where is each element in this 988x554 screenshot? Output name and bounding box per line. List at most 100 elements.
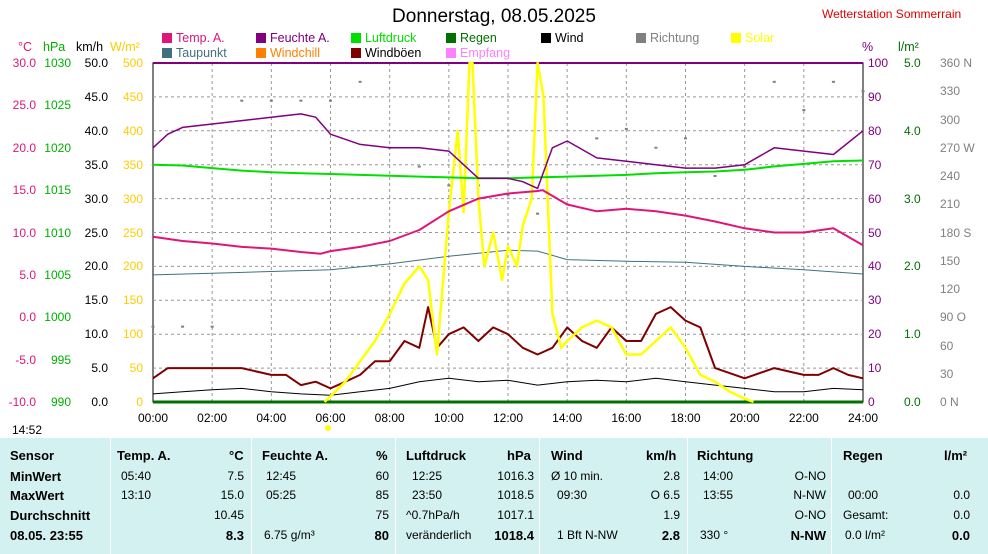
hum-current: 80: [374, 528, 389, 543]
hum-avg: 75: [375, 508, 389, 522]
wind-max: O 6.5: [650, 488, 680, 502]
row-min-label: MinWert: [10, 469, 62, 484]
legend-label: Windchill: [270, 46, 321, 60]
rain-max-time: 00:00: [848, 488, 879, 502]
series-line-solar: [323, 61, 754, 404]
legend-label: Wind: [555, 31, 584, 45]
x-tick-label: 02:00: [197, 411, 227, 425]
legend-item-luftdruck: Luftdruck: [351, 31, 416, 45]
y-tick-press: 1000: [44, 310, 71, 325]
rain-total-label: Gesamt:: [843, 508, 889, 522]
temp-unit: °C: [229, 448, 244, 463]
series-point-richtung: [417, 165, 421, 168]
press-min: 1016.3: [497, 469, 534, 483]
y-tick-hum: 10: [868, 361, 882, 376]
legend-item-temp-a-: Temp. A.: [162, 31, 225, 45]
x-tick-label: 00:00: [138, 411, 168, 425]
y-tick-temp: 5.0: [19, 267, 36, 282]
x-tick-label: 04:00: [256, 411, 286, 425]
wind-header: Wind: [551, 448, 583, 463]
col-sensor: [0, 438, 110, 554]
series-point-richtung: [684, 137, 687, 140]
series-point-richtung: [595, 137, 599, 140]
y-tick-temp: 20.0: [12, 140, 36, 155]
x-tick-label: 22:00: [789, 411, 819, 425]
y-tick-temp: 0.0: [19, 310, 36, 325]
col-temp: [111, 438, 251, 554]
y-tick-dir: 180 S: [940, 225, 972, 240]
press-max-time: 23:50: [412, 488, 443, 502]
y-tick-solar: 450: [122, 89, 143, 104]
dir-min-time: 14:00: [703, 469, 734, 483]
x-tick-label: 10:00: [434, 411, 464, 425]
series-point-richtung: [447, 184, 451, 187]
wind-current: 2.8: [661, 528, 680, 543]
y-tick-wind: 5.0: [91, 361, 108, 376]
y-tick-temp: 25.0: [12, 98, 36, 113]
y-tick-wind: 30.0: [84, 191, 108, 206]
y-tick-wind: 20.0: [84, 259, 108, 274]
y-tick-press: 1030: [44, 56, 71, 70]
y-tick-wind: 0.0: [91, 395, 108, 409]
press-max: 1018.5: [497, 488, 534, 502]
hum-min: 60: [375, 469, 389, 483]
y-tick-solar: 200: [122, 259, 143, 274]
series-point-richtung: [506, 193, 510, 196]
dir-max: N-NW: [793, 488, 826, 502]
unit-temp: °C: [18, 40, 33, 54]
legend-swatch: [636, 33, 646, 43]
x-tick-label: 12:00: [493, 411, 523, 425]
series-point-richtung: [861, 90, 865, 93]
series-point-richtung: [713, 175, 717, 177]
chart-title: Donnerstag, 08.05.2025: [392, 6, 596, 27]
legend-swatch: [541, 33, 551, 43]
y-tick-hum: 0: [868, 395, 875, 409]
y-tick-solar: 100: [122, 327, 143, 342]
series-line-wind: [152, 377, 864, 396]
y-tick-press: 1020: [44, 140, 71, 155]
y-tick-dir: 120: [940, 282, 961, 296]
y-tick-hum: 90: [868, 89, 882, 104]
legend-item-windchill: Windchill: [256, 46, 320, 60]
temp-min-time: 05:40: [121, 469, 152, 483]
temp-max: 15.0: [220, 488, 244, 502]
y-tick-temp: 15.0: [12, 183, 36, 198]
legend-swatch: [731, 33, 741, 43]
rain-rate: 0.0 l/m²: [845, 528, 886, 542]
station-name[interactable]: Wetterstation Sommerrain: [822, 7, 962, 21]
legend-label: Richtung: [650, 31, 700, 45]
y-tick-rain: 5.0: [904, 56, 921, 70]
series-point-richtung: [654, 146, 658, 149]
rain-total: 0.0: [953, 508, 970, 522]
y-tick-press: 1025: [44, 98, 71, 113]
y-tick-dir: 300: [940, 112, 961, 127]
legend-item-solar: Solar: [731, 31, 774, 45]
y-tick-solar: 50: [129, 361, 143, 376]
legend-swatch: [351, 33, 361, 43]
press-trend: ^0.7hPa/h: [406, 508, 460, 522]
wind-max-time: 09:30: [557, 488, 588, 502]
x-tick-label: 16:00: [611, 411, 641, 425]
legend-label: Regen: [460, 31, 497, 45]
x-tick-label: 06:00: [315, 411, 345, 425]
y-tick-wind: 45.0: [84, 89, 108, 104]
y-tick-hum: 50: [868, 225, 882, 240]
col-rain: [832, 438, 988, 554]
legend-item-taupunkt: Taupunkt: [162, 46, 227, 60]
series-point-richtung: [358, 80, 362, 83]
series-line-windb-en: [152, 306, 864, 390]
temp-max-time: 13:10: [121, 488, 152, 502]
y-tick-dir: 270 W: [940, 140, 975, 155]
now-marker: [325, 425, 331, 431]
series-point-richtung: [772, 80, 776, 83]
y-tick-temp: 30.0: [12, 56, 36, 70]
col-dir: [688, 438, 831, 554]
col-hum: [252, 438, 395, 554]
y-tick-press: 1005: [44, 267, 71, 282]
y-tick-dir: 60: [940, 338, 954, 353]
y-tick-solar: 150: [122, 293, 143, 308]
series-point-richtung: [743, 165, 747, 168]
y-tick-hum: 80: [868, 123, 882, 138]
y-tick-rain: 3.0: [904, 191, 921, 206]
series-point-richtung: [269, 99, 273, 102]
